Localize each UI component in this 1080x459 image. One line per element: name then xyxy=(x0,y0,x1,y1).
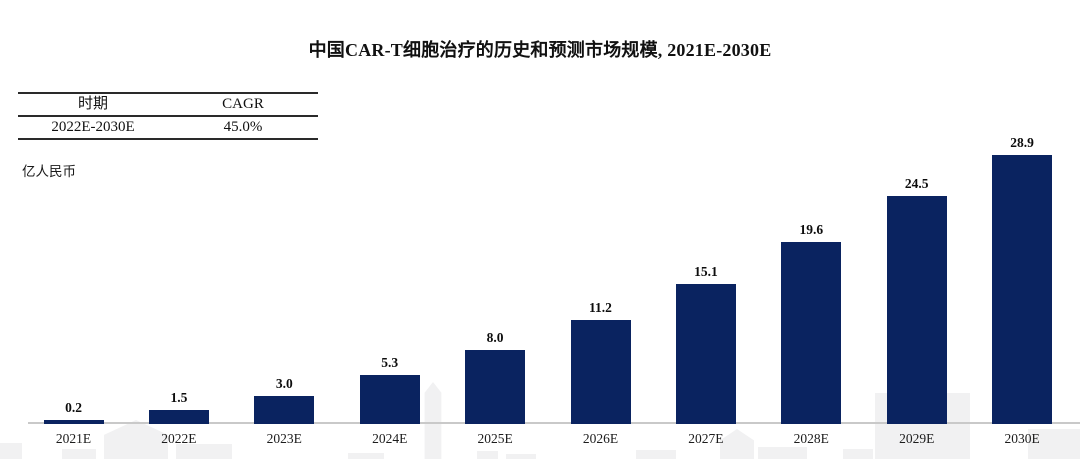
cagr-table-data-row: 2022E-2030E 45.0% xyxy=(18,117,318,138)
watermark-building xyxy=(506,454,536,459)
bar-value-label: 24.5 xyxy=(904,176,929,192)
bar-2024E xyxy=(359,374,420,424)
chart-title: 中国CAR-T细胞治疗的历史和预测市场规模, 2021E-2030E xyxy=(308,40,772,60)
cagr-table: 时期 CAGR 2022E-2030E 45.0% xyxy=(18,92,318,140)
bar-value-label: 19.6 xyxy=(799,221,824,237)
bar-2029E xyxy=(886,196,947,424)
bar-2028E xyxy=(781,241,842,424)
watermark-building xyxy=(758,447,807,459)
x-axis-label: 2022E xyxy=(161,431,197,446)
x-axis-label: 2021E xyxy=(55,431,92,446)
bar-value-label: 1.5 xyxy=(170,390,188,406)
cagr-table-header-period: 时期 xyxy=(77,96,108,112)
cagr-table-cagr-value: 45.0% xyxy=(223,119,263,135)
y-axis-unit-label: 亿人民币 xyxy=(22,164,76,179)
cagr-table-header-row: 时期 CAGR xyxy=(18,94,318,117)
watermark-tower xyxy=(424,382,442,459)
bar-value-label: 0.2 xyxy=(65,400,82,415)
bar-2022E xyxy=(148,410,209,424)
x-axis-line xyxy=(28,422,1080,424)
bar-value-label: 28.9 xyxy=(1010,135,1034,151)
watermark-building xyxy=(0,443,22,459)
watermark-tower xyxy=(947,393,970,459)
x-axis-label: 2023E xyxy=(266,431,302,446)
watermark-building xyxy=(1028,429,1080,459)
x-axis-label: 2029E xyxy=(899,431,935,446)
watermark-building xyxy=(477,451,498,459)
bar-2025E xyxy=(465,349,526,424)
bar-value-label: 11.2 xyxy=(589,299,612,315)
bar-2023E xyxy=(254,396,315,424)
cagr-table-header-cagr: CAGR xyxy=(222,96,264,112)
x-axis-label: 2025E xyxy=(477,431,513,446)
watermark-building xyxy=(636,450,676,459)
bar-value-label: 5.3 xyxy=(381,354,399,370)
x-axis-label: 2026E xyxy=(582,431,619,446)
bar-2030E xyxy=(992,155,1053,424)
x-axis-label: 2030E xyxy=(1004,431,1040,446)
x-axis-label: 2024E xyxy=(372,431,408,446)
bar-value-label: 3.0 xyxy=(275,376,293,392)
x-axis-label: 2027E xyxy=(688,431,724,446)
bar-value-label: 8.0 xyxy=(486,329,504,345)
cagr-table-period-value: 2022E-2030E xyxy=(51,119,135,135)
bar-value-label: 15.1 xyxy=(694,263,718,279)
watermark-building xyxy=(348,453,384,459)
bar-2026E xyxy=(570,319,631,424)
watermark-building xyxy=(843,449,873,459)
watermark-building xyxy=(62,449,96,459)
watermark-building xyxy=(176,444,232,459)
bar-2021E xyxy=(43,420,104,424)
x-axis-label: 2028E xyxy=(793,431,829,446)
bar-2027E xyxy=(675,283,736,424)
